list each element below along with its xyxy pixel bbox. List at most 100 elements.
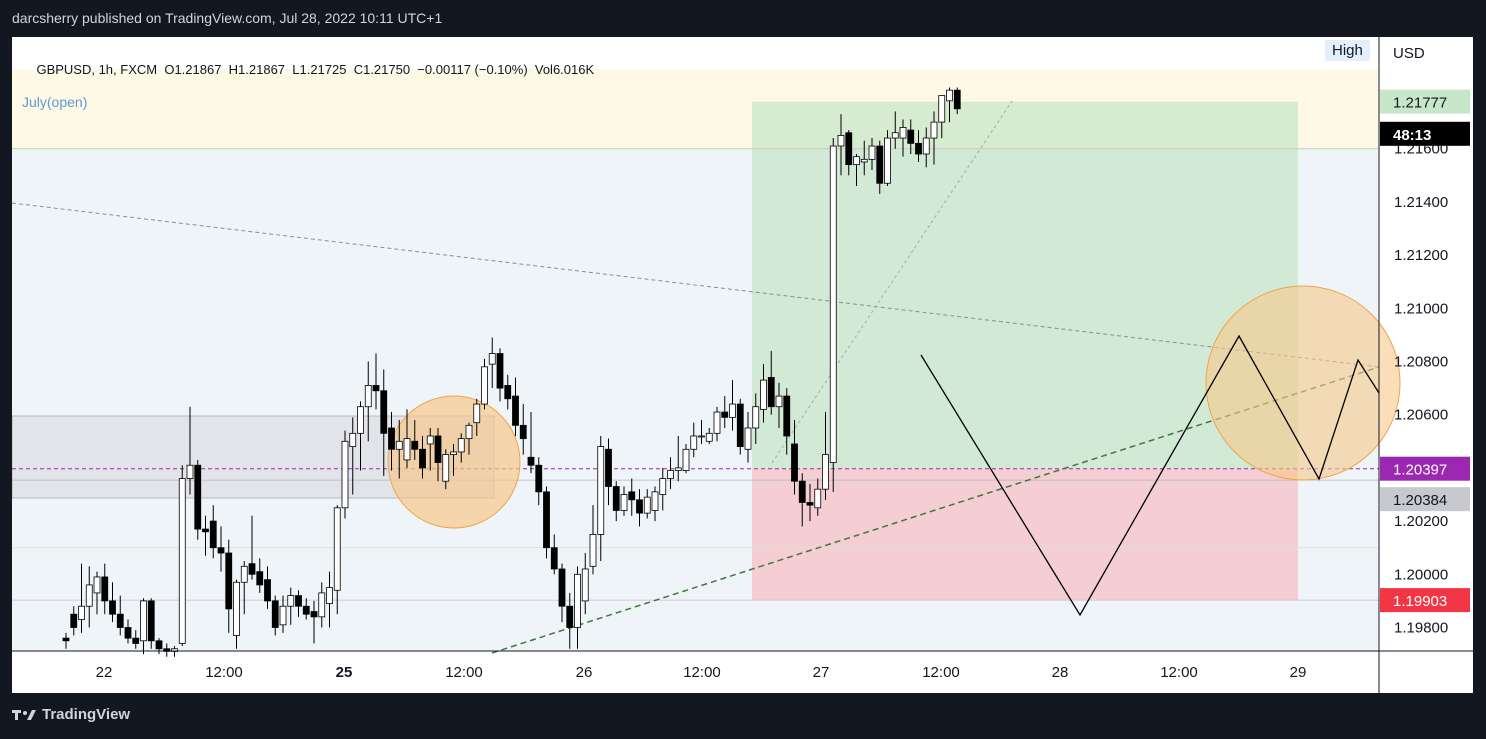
tradingview-logo-icon: [12, 709, 36, 720]
candle-body: [581, 568, 589, 602]
candle-body: [264, 579, 271, 602]
candle-body: [357, 406, 364, 434]
candle-body: [667, 470, 674, 479]
y-tick-label: 1.19800: [1394, 620, 1448, 637]
candle-body: [519, 424, 527, 440]
tradingview-logo[interactable]: TradingView: [12, 706, 130, 723]
candle-body: [845, 132, 853, 166]
candle-body: [605, 448, 612, 487]
candle-body: [837, 135, 845, 147]
position-diagonal: [771, 100, 1013, 464]
y-tick-label: 1.20600: [1394, 407, 1448, 424]
candle-body: [465, 424, 473, 440]
highlight-circle-right: [1205, 285, 1401, 481]
price-label-text: 1.20384: [1393, 492, 1447, 509]
candle-body: [612, 486, 620, 511]
candle-body: [279, 605, 287, 626]
candle-body: [651, 491, 659, 511]
candle-body: [767, 377, 775, 408]
candle-body: [938, 95, 946, 123]
candle-body: [597, 446, 605, 535]
price-label-box: [1380, 121, 1470, 146]
candle-body: [527, 456, 535, 466]
candle-body: [682, 448, 690, 471]
candle-body: [450, 451, 457, 456]
candle-body: [535, 464, 543, 493]
chart-area[interactable]: 1.21600 1.21400 1.21200 1.21000 1.20800 1.206…: [12, 37, 1473, 693]
y-tick-label: 1.20800: [1394, 354, 1448, 371]
publisher-line: darcsherry published on TradingView.com,…: [12, 10, 443, 26]
candle-body: [419, 448, 426, 469]
candle-body: [209, 520, 217, 549]
candle-body: [481, 366, 488, 405]
high-badge[interactable]: High: [1325, 40, 1370, 61]
candle-body: [543, 491, 550, 549]
x-tick-label: 12:00: [1160, 664, 1198, 681]
x-tick-label: 29: [1290, 664, 1307, 681]
x-tick-label: 12:00: [445, 664, 483, 681]
candle-body: [124, 627, 132, 639]
candle-body: [775, 395, 783, 408]
candle-body: [721, 411, 729, 418]
price-label-box: [1380, 89, 1470, 114]
candle-body: [953, 89, 961, 110]
candle-body: [349, 432, 357, 448]
candle-body: [868, 145, 876, 160]
candle-body: [791, 443, 798, 482]
candle-body: [907, 129, 915, 144]
candle-body: [558, 568, 566, 607]
candle-body: [372, 385, 380, 392]
candle-body: [636, 499, 643, 514]
candle-body: [116, 613, 124, 628]
stop-zone: [752, 468, 1298, 601]
candle-body: [155, 640, 163, 650]
target-zone: [752, 101, 1298, 469]
candle-body: [798, 480, 806, 503]
x-tick-label: 26: [576, 664, 593, 681]
x-tick-label: 27: [813, 664, 830, 681]
candle-body: [899, 127, 907, 139]
candle-body: [457, 438, 465, 453]
candle-body: [287, 595, 295, 607]
candle-body: [341, 440, 349, 509]
candle-body: [806, 502, 814, 506]
july-open-label: July(open): [22, 94, 88, 110]
candle-body: [62, 637, 70, 642]
candle-body: [248, 563, 256, 575]
candle-body: [70, 613, 78, 628]
candle-body: [473, 403, 481, 424]
candle-body: [620, 494, 628, 511]
candle-body: [884, 137, 891, 184]
candle-body: [876, 145, 884, 184]
y-tick-label: 1.21400: [1394, 194, 1448, 211]
candle-body: [860, 158, 868, 163]
candle-body: [202, 528, 209, 533]
projection-path: [920, 334, 1380, 617]
price-label-text: 1.21777: [1393, 95, 1447, 112]
candle-body: [674, 467, 682, 471]
candle-body: [736, 403, 744, 448]
candle-body: [496, 353, 504, 389]
currency-label[interactable]: USD: [1393, 45, 1425, 62]
candle-body: [643, 496, 651, 514]
candle-body: [488, 353, 496, 365]
candle-body: [550, 547, 558, 570]
y-tick-label: 1.21200: [1394, 247, 1448, 264]
candlestick-chart[interactable]: 1.216001.214001.212001.210001.208001.206…: [12, 37, 1473, 693]
candle-body: [829, 145, 837, 463]
candle-body: [822, 454, 829, 490]
candle-body: [434, 435, 442, 463]
candle-body: [326, 587, 333, 604]
candle-body: [318, 592, 326, 618]
candle-body: [922, 137, 930, 155]
candle-body: [302, 605, 310, 615]
y-tick-label: 1.20000: [1394, 566, 1448, 583]
symbol-legend: GBPUSD, 1h, FXCM O1.21867 H1.21867 L1.21…: [22, 47, 594, 92]
ascending-trendline: [491, 366, 1380, 654]
candle-body: [426, 435, 434, 445]
candle-body: [698, 435, 705, 438]
price-label-box: [1380, 487, 1470, 512]
candle-body: [574, 573, 581, 628]
candle-body: [140, 600, 147, 642]
candle-body: [225, 552, 233, 610]
